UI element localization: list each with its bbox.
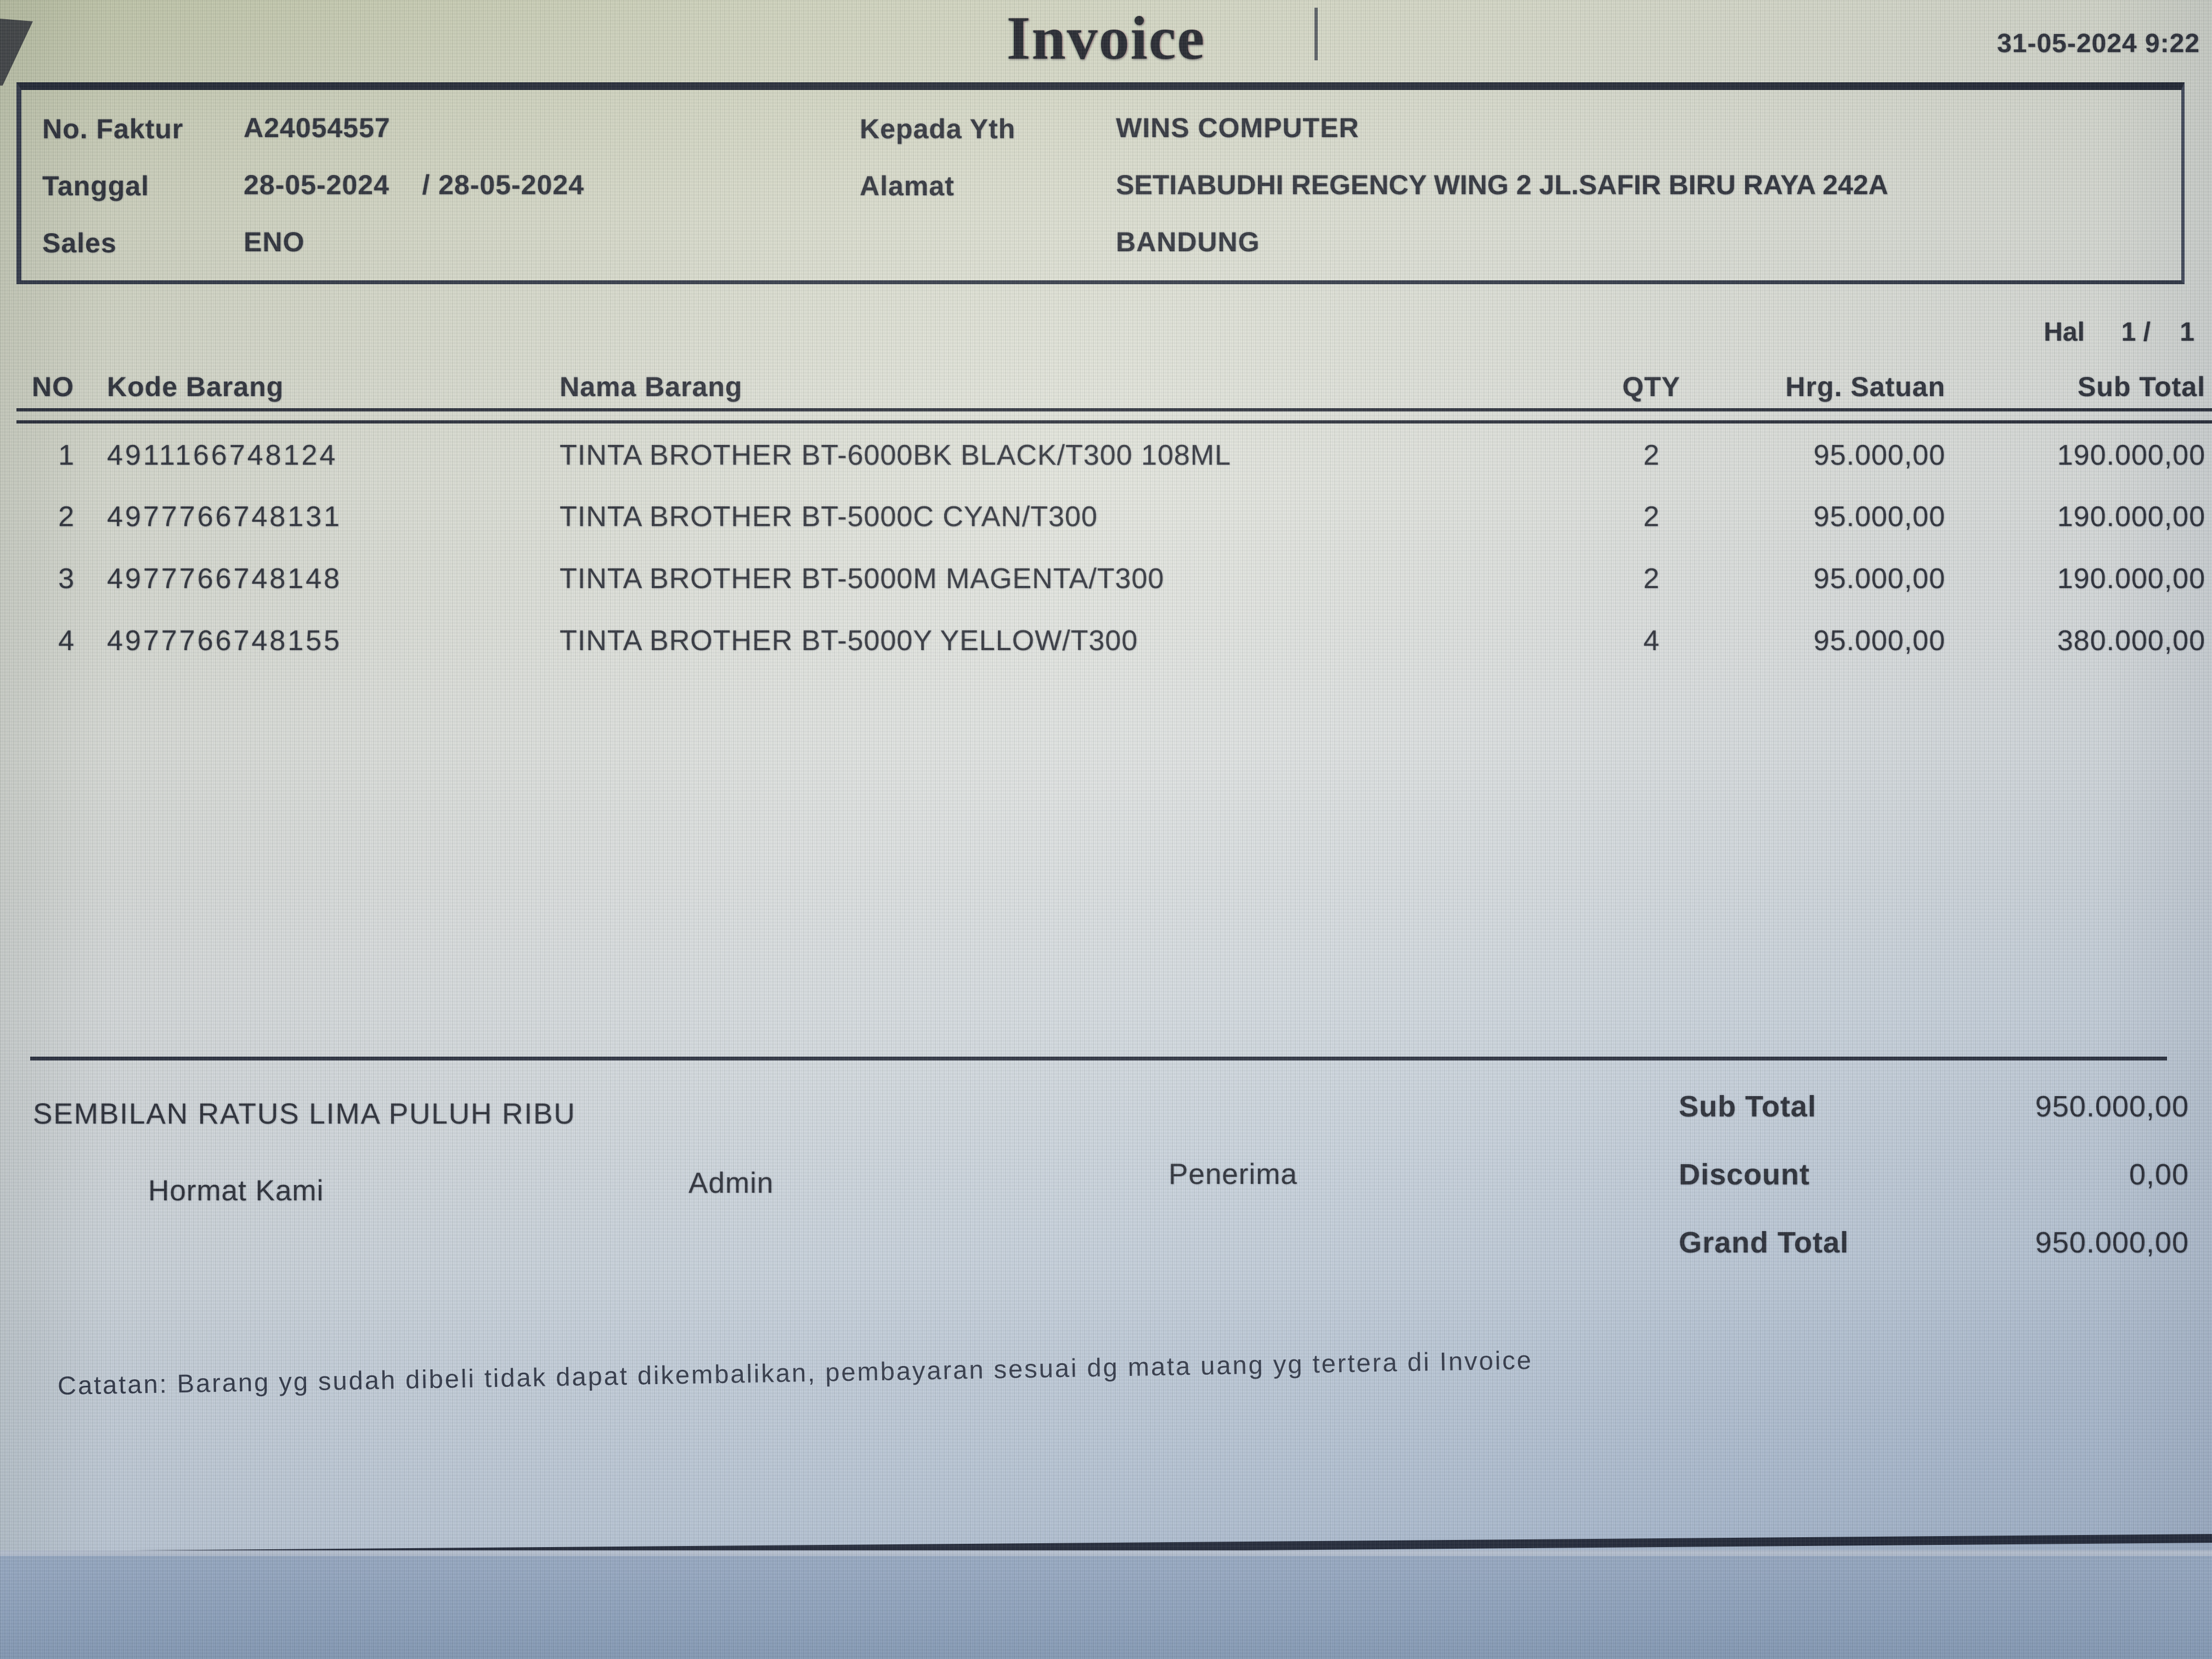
tanggal-label: Tanggal xyxy=(42,171,149,201)
amount-in-words: SEMBILAN RATUS LIMA PULUH RIBU xyxy=(33,1098,576,1130)
totals-separator-rule xyxy=(30,1057,2167,1060)
grand-total-row: Grand Total 950.000,00 xyxy=(1679,1226,2189,1264)
col-nama: Nama Barang xyxy=(560,371,743,402)
customer-address-line2: BANDUNG xyxy=(1116,227,1260,257)
page-indicator: Hal 1 / 1 xyxy=(1876,317,2194,347)
page-indicator-value: 1 / 1 xyxy=(2121,318,2194,347)
col-sub: Sub Total xyxy=(2077,371,2205,402)
cell-no: 3 xyxy=(58,563,74,595)
subtotal-row: Sub Total 950.000,00 xyxy=(1679,1090,2189,1128)
cell-no: 1 xyxy=(58,439,74,471)
table-header-row: NO Kode Barang Nama Barang QTY Hrg. Satu… xyxy=(0,371,2212,426)
grand-total-label: Grand Total xyxy=(1679,1226,1849,1259)
grand-total-value: 950.000,00 xyxy=(2035,1226,2189,1259)
table-row: 2 4977766748131 TINTA BROTHER BT-5000C C… xyxy=(0,500,2212,555)
customer-name: WINS COMPUTER xyxy=(1116,112,1359,143)
cell-qty: 2 xyxy=(1643,563,1660,595)
col-kode: Kode Barang xyxy=(107,371,284,402)
no-faktur-value: A24054557 xyxy=(244,112,391,143)
tanggal-value: 28-05-2024 / 28-05-2024 xyxy=(244,170,584,200)
cell-nama: TINTA BROTHER BT-5000Y YELLOW/T300 xyxy=(560,625,1138,657)
subtotal-label: Sub Total xyxy=(1679,1090,1816,1123)
table-row: 3 4977766748148 TINTA BROTHER BT-5000M M… xyxy=(0,562,2212,617)
page-indicator-label: Hal xyxy=(2044,318,2085,347)
cell-hrg: 95.000,00 xyxy=(1813,625,1945,657)
cell-kode: 4977766748148 xyxy=(107,563,342,595)
cell-nama: TINTA BROTHER BT-5000C CYAN/T300 xyxy=(560,501,1098,533)
no-faktur-label: No. Faktur xyxy=(42,114,184,144)
kepada-yth-label: Kepada Yth xyxy=(860,114,1016,144)
cell-sub: 190.000,00 xyxy=(2057,563,2205,595)
cell-kode: 4977766748131 xyxy=(107,501,342,533)
table-row: 4 4977766748155 TINTA BROTHER BT-5000Y Y… xyxy=(0,624,2212,679)
screen-bottom-band xyxy=(0,1550,2212,1659)
customer-address-line1: SETIABUDHI REGENCY WING 2 JL.SAFIR BIRU … xyxy=(1116,170,1888,200)
screen-bezel-reflection xyxy=(0,19,33,86)
cell-no: 2 xyxy=(58,501,74,533)
signature-hormat-kami: Hormat Kami xyxy=(148,1175,324,1207)
cell-qty: 4 xyxy=(1643,625,1660,657)
cell-qty: 2 xyxy=(1643,501,1660,533)
cell-no: 4 xyxy=(58,625,74,657)
cell-nama: TINTA BROTHER BT-5000M MAGENTA/T300 xyxy=(560,563,1165,595)
table-header-rule-bottom xyxy=(16,420,2212,424)
table-header-rule-top xyxy=(16,408,2212,411)
discount-row: Discount 0,00 xyxy=(1679,1158,2189,1196)
cell-kode: 4977766748155 xyxy=(107,625,342,657)
discount-value: 0,00 xyxy=(2129,1158,2189,1191)
footer-note: Catatan: Barang yg sudah dibeli tidak da… xyxy=(57,1345,1533,1400)
page-title: Invoice xyxy=(1006,4,1206,72)
signature-admin: Admin xyxy=(689,1167,774,1199)
cell-sub: 190.000,00 xyxy=(2057,439,2205,471)
cell-hrg: 95.000,00 xyxy=(1813,563,1945,595)
cell-hrg: 95.000,00 xyxy=(1813,439,1945,471)
cell-sub: 190.000,00 xyxy=(2057,501,2205,533)
print-datetime: 31-05-2024 9:22 xyxy=(1997,29,2200,58)
cell-hrg: 95.000,00 xyxy=(1813,501,1945,533)
sales-label: Sales xyxy=(42,228,117,258)
text-cursor-artifact xyxy=(1314,8,1318,60)
col-qty: QTY xyxy=(1622,371,1680,402)
col-no: NO xyxy=(32,371,74,402)
cell-sub: 380.000,00 xyxy=(2057,625,2205,657)
subtotal-value: 950.000,00 xyxy=(2035,1090,2189,1123)
col-hrg: Hrg. Satuan xyxy=(1785,371,1945,402)
invoice-header-box: No. Faktur A24054557 Tanggal 28-05-2024 … xyxy=(16,82,2185,284)
cell-kode: 4911166748124 xyxy=(107,439,338,471)
table-row: 1 4911166748124 TINTA BROTHER BT-6000BK … xyxy=(0,439,2212,494)
signature-penerima: Penerima xyxy=(1169,1158,1297,1190)
discount-label: Discount xyxy=(1679,1158,1810,1191)
sales-value: ENO xyxy=(244,227,305,257)
cell-nama: TINTA BROTHER BT-6000BK BLACK/T300 108ML xyxy=(560,439,1231,471)
cell-qty: 2 xyxy=(1643,439,1660,471)
alamat-label: Alamat xyxy=(860,171,955,201)
